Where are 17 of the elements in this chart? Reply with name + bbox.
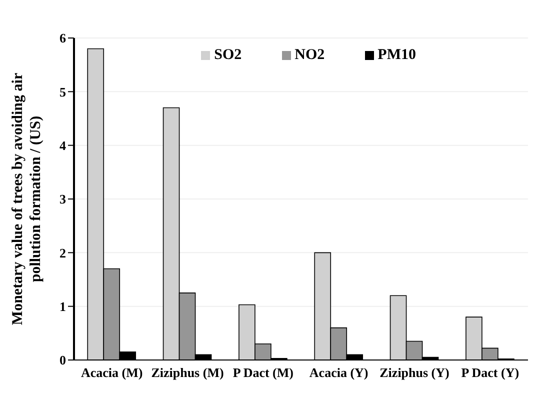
x-tick-label: P Dact (Y) (461, 365, 520, 380)
legend-label: SO2 (214, 47, 242, 63)
legend-label: PM10 (378, 47, 416, 63)
y-tick-label: 6 (60, 30, 66, 46)
y-tick-label: 1 (60, 298, 66, 314)
y-tick-label: 4 (60, 138, 66, 153)
x-tick-label: Ziziphus (Y) (380, 365, 450, 380)
y-tick-label: 0 (60, 352, 66, 368)
legend-label: NO2 (294, 47, 325, 63)
x-tick-label: Acacia (Y) (309, 365, 368, 380)
x-tick-label: P Dact (M) (232, 365, 294, 380)
y-tick-label: 3 (60, 192, 66, 207)
y-tick-label: 5 (60, 84, 66, 100)
y-axis-title: Monetary value of trees by avoiding air pollution formation / (US) (10, 72, 44, 326)
y-tick-label: 2 (60, 245, 66, 260)
x-tick-label: Acacia (M) (80, 365, 143, 380)
x-tick-label: Ziziphus (M) (151, 365, 224, 380)
